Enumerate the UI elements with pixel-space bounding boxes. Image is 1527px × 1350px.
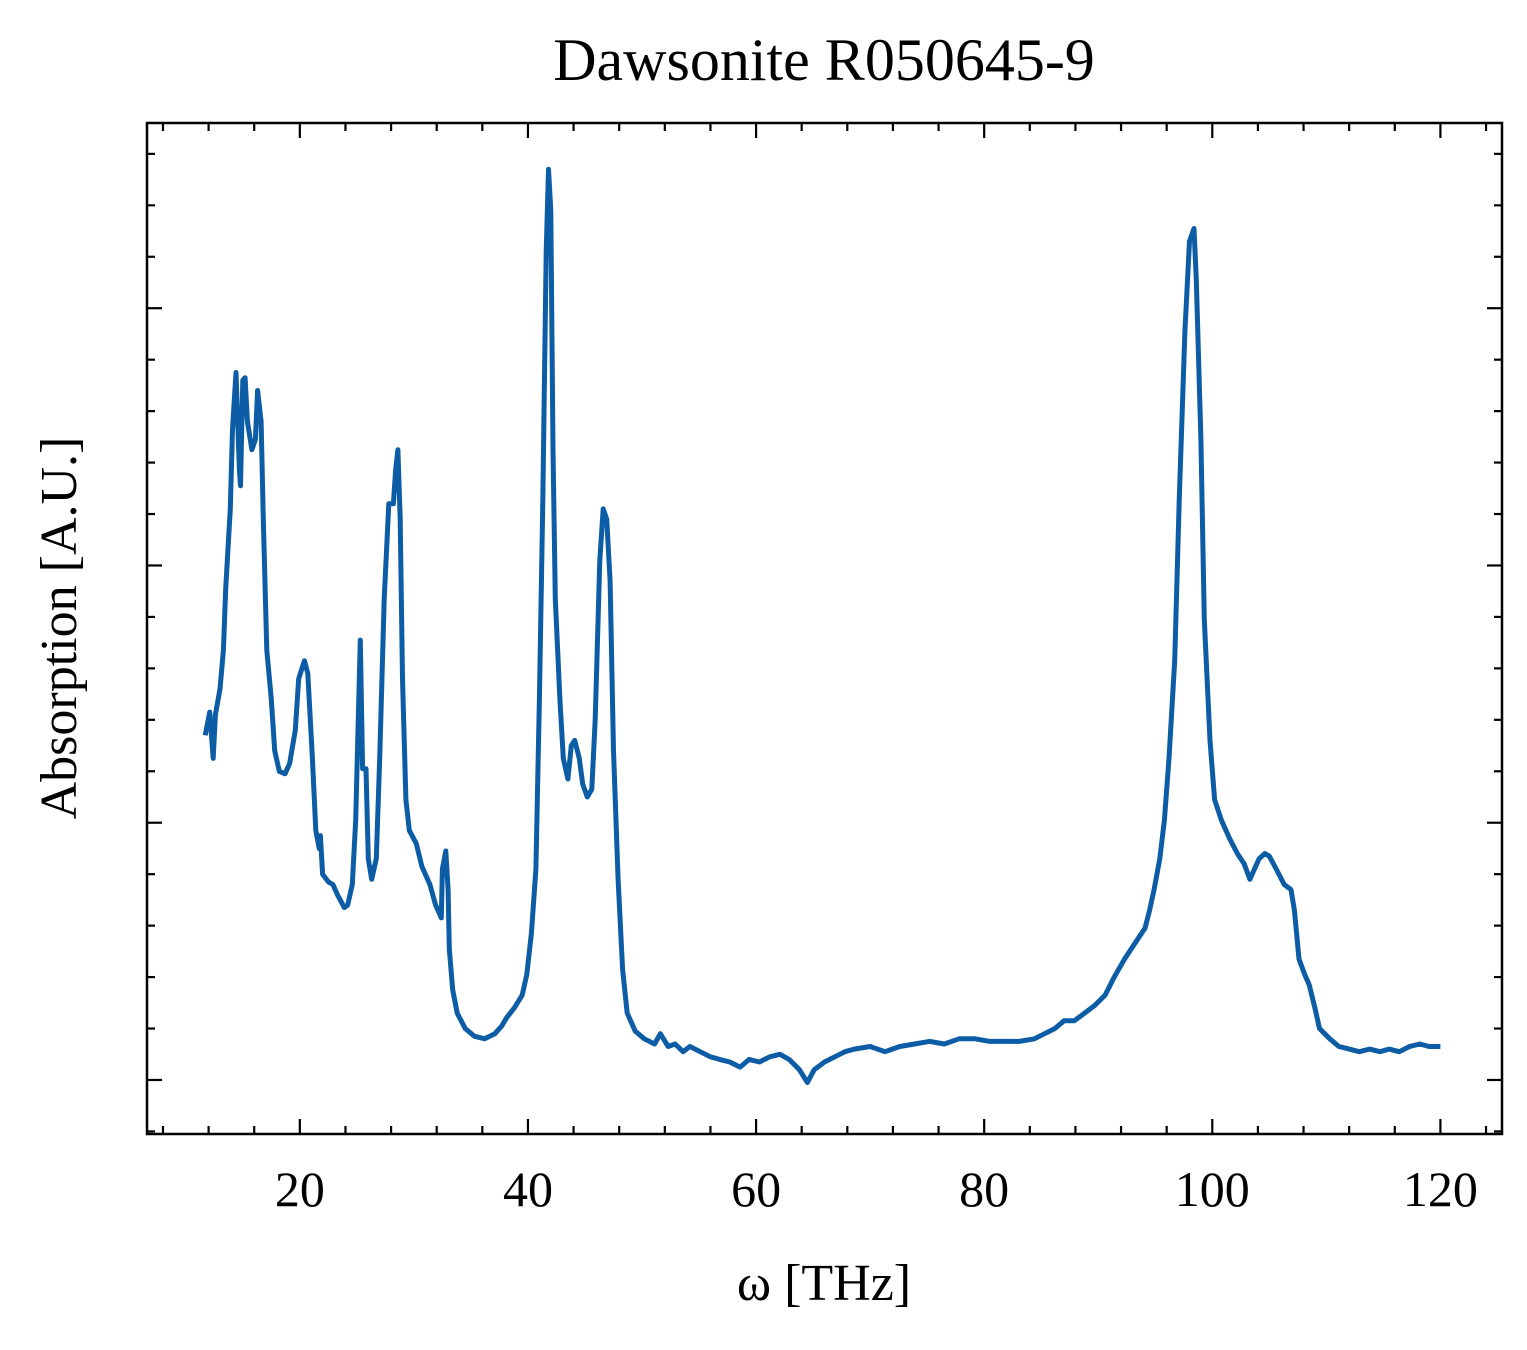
chart-title: Dawsonite R050645-9 <box>553 27 1095 93</box>
x-axis-label: ω [THz] <box>737 1255 911 1312</box>
x-tick-label: 20 <box>275 1161 325 1217</box>
x-tick-label: 120 <box>1403 1161 1478 1217</box>
y-axis-label: Absorption [A.U.] <box>31 437 88 820</box>
plot-frame <box>145 121 1504 1136</box>
x-tick-label: 40 <box>503 1161 553 1217</box>
x-tick-label: 100 <box>1175 1161 1250 1217</box>
x-tick-label: 80 <box>959 1161 1009 1217</box>
x-tick-label: 60 <box>731 1161 781 1217</box>
data-line <box>202 166 1441 1085</box>
